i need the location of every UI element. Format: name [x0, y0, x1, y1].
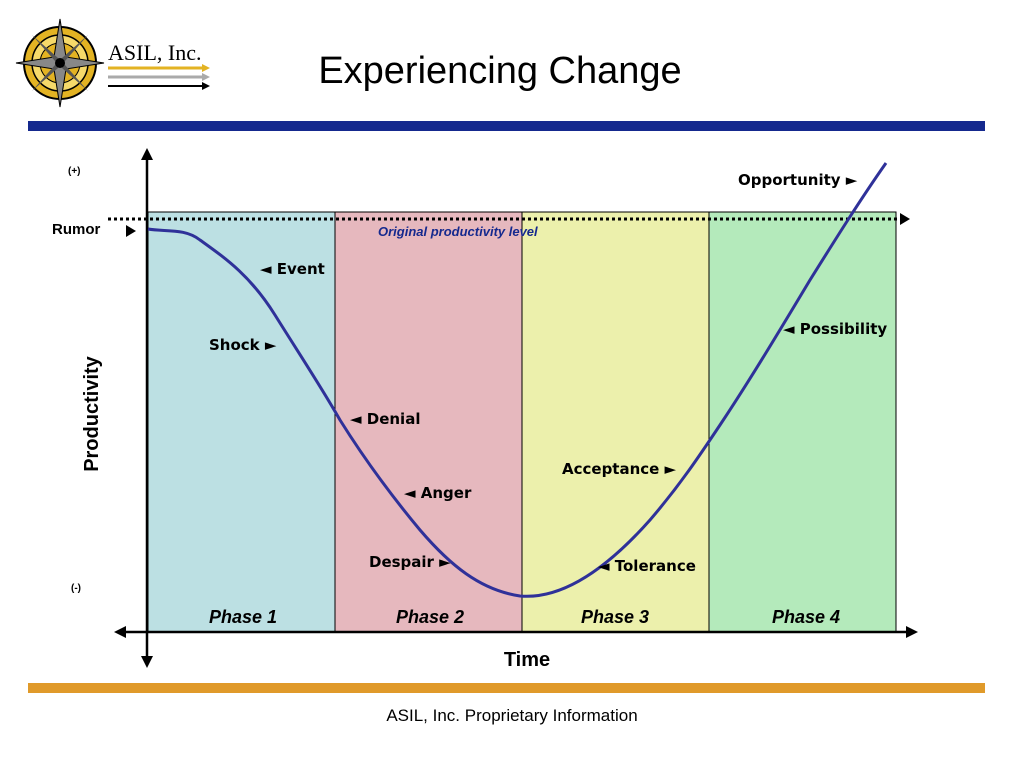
annotation-shock: Shock ► [209, 336, 277, 354]
company-logo [14, 16, 214, 111]
rumor-arrow [126, 225, 136, 237]
y-top-label: (+) [68, 166, 81, 177]
header-band [28, 121, 985, 131]
annotation-despair: Despair ► [369, 553, 451, 571]
annotation-event: ◄ Event [260, 260, 325, 278]
annotation-possibility: ◄ Possibility [783, 320, 887, 338]
page-title: Experiencing Change [318, 50, 682, 92]
annotation-opportunity: Opportunity ► [738, 171, 858, 189]
y-axis-label: Productivity [81, 355, 103, 471]
annotation-denial: ◄ Denial [350, 410, 420, 428]
y-axis-arrow-top [141, 148, 153, 160]
original-productivity-label: Original productivity level [378, 224, 538, 239]
phase-2-label: Phase 2 [396, 607, 464, 627]
x-axis-arrow-left [114, 626, 126, 638]
phase-1-label: Phase 1 [209, 607, 277, 627]
x-axis-label: Time [504, 649, 550, 671]
phase-1-region [147, 211, 336, 633]
phase-2-region [334, 211, 523, 633]
rumor-label: Rumor [52, 221, 100, 238]
productivity-curve [147, 162, 888, 598]
y-axis-arrow-bottom [141, 656, 153, 668]
footer-band [28, 683, 985, 693]
annotation-acceptance: Acceptance ► [562, 460, 677, 478]
phase-4-label: Phase 4 [772, 607, 840, 627]
y-bottom-label: (-) [71, 583, 81, 594]
logo-text: ASIL, Inc. [108, 40, 202, 65]
reference-line-arrow [900, 213, 910, 225]
x-axis-arrow-right [906, 626, 918, 638]
phase-3-region [521, 211, 710, 633]
phase-4-region [708, 211, 897, 633]
annotation-anger: ◄ Anger [404, 484, 472, 502]
annotation-tolerance: ◄ Tolerance [598, 557, 696, 575]
footer-text: ASIL, Inc. Proprietary Information [386, 706, 638, 725]
phase-3-label: Phase 3 [581, 607, 649, 627]
